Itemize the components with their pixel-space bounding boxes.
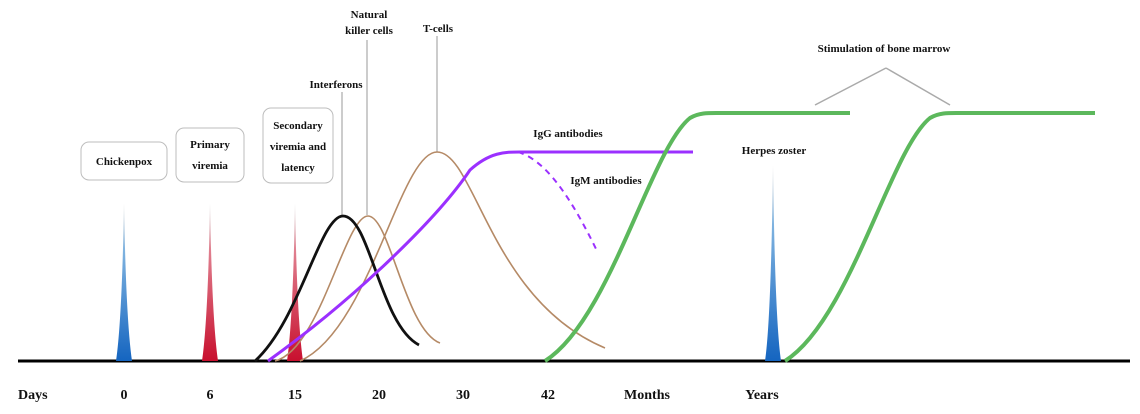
bone-marrow-curve-1 <box>543 110 850 363</box>
bone-marrow-pointer-right <box>885 67 951 106</box>
igm-curve <box>517 151 599 254</box>
years-label: Years <box>745 388 779 403</box>
secondary-viremia-line1: Secondary <box>273 120 323 132</box>
igg-label: IgG antibodies <box>533 128 603 140</box>
chickenpox-label: Chickenpox <box>96 156 153 168</box>
bone-marrow-pointer-left <box>814 67 887 106</box>
primary-viremia-line2: viremia <box>192 160 228 172</box>
herpes-zoster-label: Herpes zoster <box>742 145 807 157</box>
secondary-viremia-line3: latency <box>281 162 315 174</box>
nk-cells-line2: killer cells <box>345 25 393 37</box>
interferon-curve <box>254 214 420 363</box>
interferons-label: Interferons <box>310 79 364 91</box>
primary-viremia-box <box>175 127 245 183</box>
chickenpox-box <box>80 141 168 181</box>
t-cells-curve <box>299 151 606 362</box>
tick-6: 6 <box>207 388 214 403</box>
secondary-viremia-line2: viremia and <box>270 141 326 153</box>
chickenpox-spike <box>116 203 132 361</box>
igg-curve <box>267 150 693 363</box>
days-label: Days <box>18 388 48 403</box>
tick-20: 20 <box>372 388 386 403</box>
tick-42: 42 <box>541 388 555 403</box>
herpes-zoster-spike <box>765 165 781 361</box>
secondary-viremia-spike <box>287 203 303 361</box>
igm-label: IgM antibodies <box>570 175 642 187</box>
tick-15: 15 <box>288 388 302 403</box>
months-label: Months <box>624 388 670 403</box>
nk-cells-curve <box>274 215 441 362</box>
bone-marrow-label: Stimulation of bone marrow <box>818 43 951 55</box>
t-cells-label: T-cells <box>423 23 454 35</box>
bone-marrow-curve-2 <box>783 110 1095 363</box>
secondary-viremia-box <box>262 107 334 184</box>
nk-cells-line1: Natural <box>351 9 388 21</box>
primary-viremia-line1: Primary <box>190 139 230 151</box>
tick-30: 30 <box>456 388 470 403</box>
primary-viremia-spike <box>202 203 218 361</box>
tick-0: 0 <box>121 388 128 403</box>
